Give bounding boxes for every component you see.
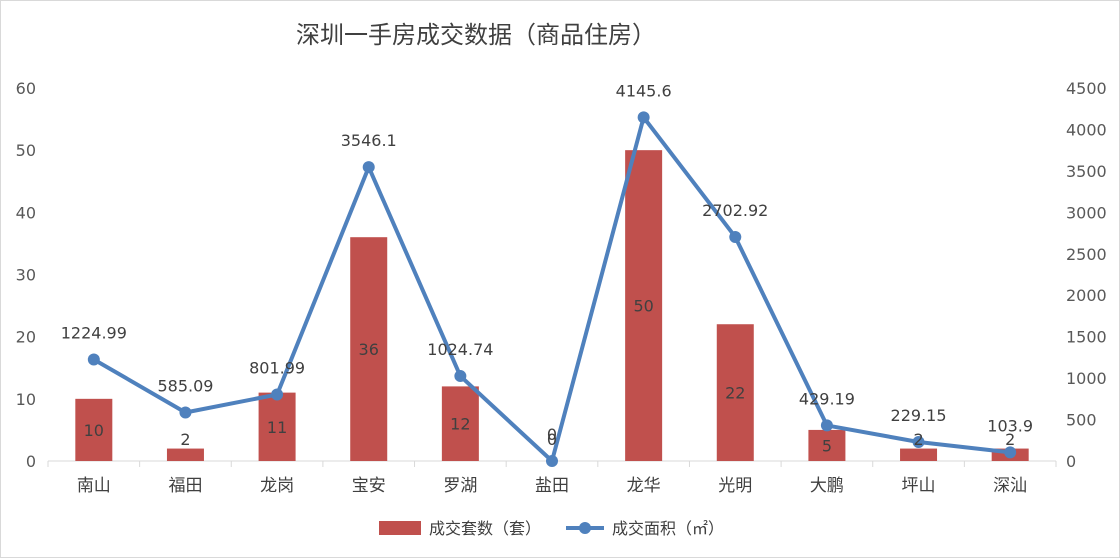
line-marker bbox=[362, 161, 375, 174]
line-marker bbox=[820, 419, 833, 432]
y-left-tick-label: 20 bbox=[16, 328, 36, 347]
bar-data-label: 2 bbox=[1005, 430, 1015, 449]
y-right-tick-label: 2000 bbox=[1066, 286, 1107, 305]
line-data-label: 2702.92 bbox=[702, 201, 768, 220]
x-tick-label: 罗湖 bbox=[443, 476, 477, 496]
line-marker bbox=[912, 436, 925, 449]
line-marker bbox=[546, 455, 558, 467]
line-data-label: 429.19 bbox=[799, 389, 855, 408]
bar-data-label: 5 bbox=[822, 436, 832, 455]
line-data-label: 585.09 bbox=[157, 377, 213, 396]
line-marker bbox=[179, 406, 192, 419]
y-right-tick-label: 3500 bbox=[1066, 162, 1107, 181]
y-left-tick-label: 0 bbox=[26, 452, 36, 471]
bar-data-label: 50 bbox=[633, 297, 653, 316]
y-right-tick-label: 3000 bbox=[1066, 203, 1107, 222]
line-data-label: 4145.6 bbox=[616, 81, 672, 100]
line-marker bbox=[87, 353, 100, 366]
y-left-tick-label: 60 bbox=[16, 79, 36, 98]
bar bbox=[716, 324, 754, 461]
x-tick-label: 龙岗 bbox=[260, 476, 294, 496]
axes: 南山 福田 龙岗 宝安 罗湖 盐田 龙华 光明 大鹏 坪山 深汕010203040506005001… bbox=[16, 79, 1107, 496]
bar-data-label: 0 bbox=[547, 430, 557, 449]
x-tick-label: 坪山 bbox=[902, 476, 936, 496]
x-tick-label: 大鹏 bbox=[810, 476, 844, 496]
x-tick-label: 宝安 bbox=[352, 476, 386, 496]
line-data-label: 1024.74 bbox=[427, 340, 493, 359]
line-marker bbox=[637, 111, 650, 124]
line-series bbox=[87, 111, 1017, 467]
bar bbox=[808, 429, 846, 461]
y-right-tick-label: 1000 bbox=[1066, 369, 1107, 388]
bar-series bbox=[75, 150, 1029, 461]
bar bbox=[75, 398, 113, 461]
y-right-tick-label: 500 bbox=[1066, 411, 1097, 430]
bar bbox=[350, 237, 388, 461]
x-tick-label: 深汕 bbox=[993, 476, 1027, 496]
bar bbox=[258, 392, 296, 461]
y-left-tick-label: 30 bbox=[16, 266, 36, 285]
bar-data-label: 12 bbox=[450, 415, 470, 434]
bar-data-label: 2 bbox=[180, 430, 190, 449]
line-marker bbox=[271, 388, 284, 401]
line-data-label: 229.15 bbox=[891, 406, 947, 425]
y-right-tick-label: 1500 bbox=[1066, 328, 1107, 347]
x-tick-label: 福田 bbox=[168, 476, 202, 496]
line-data-label: 801.99 bbox=[249, 359, 305, 378]
x-tick-label: 盐田 bbox=[535, 476, 569, 496]
bar-data-label: 11 bbox=[267, 418, 287, 437]
legend-swatch-bar bbox=[379, 521, 421, 535]
chart-title: 深圳一手房成交数据（商品住房） bbox=[296, 21, 656, 49]
line-data-label: 3546.1 bbox=[341, 131, 397, 150]
line-path bbox=[92, 115, 1011, 463]
bar-data-label: 36 bbox=[359, 340, 379, 359]
y-right-tick-label: 4500 bbox=[1066, 79, 1107, 98]
y-right-tick-label: 4000 bbox=[1066, 120, 1107, 139]
line-marker bbox=[729, 230, 742, 243]
x-tick-label: 龙华 bbox=[627, 476, 661, 496]
y-right-tick-label: 0 bbox=[1066, 452, 1076, 471]
y-right-tick-label: 2500 bbox=[1066, 245, 1107, 264]
bar bbox=[441, 386, 479, 461]
y-left-tick-label: 40 bbox=[16, 203, 36, 222]
line-data-label: 103.9 bbox=[987, 416, 1033, 435]
y-left-tick-label: 10 bbox=[16, 390, 36, 409]
line-marker bbox=[1004, 446, 1017, 459]
legend-label-line: 成交面积（㎡） bbox=[612, 519, 724, 538]
bar bbox=[166, 448, 204, 461]
bar-data-label: 2 bbox=[913, 430, 923, 449]
line-data-label: 1224.99 bbox=[61, 323, 127, 342]
line-marker bbox=[454, 370, 467, 383]
x-tick-label: 光明 bbox=[718, 476, 752, 496]
bar-data-label: 22 bbox=[725, 384, 745, 403]
x-tick-label: 南山 bbox=[77, 476, 111, 496]
line-data-label: 0 bbox=[547, 425, 557, 444]
legend-label-bar: 成交套数（套） bbox=[429, 519, 541, 538]
y-left-tick-label: 50 bbox=[16, 141, 36, 160]
legend-swatch-marker bbox=[579, 522, 591, 534]
bar bbox=[900, 448, 938, 461]
bar bbox=[625, 150, 663, 461]
bar-data-label: 10 bbox=[84, 421, 104, 440]
legend: 成交套数（套） 成交面积（㎡） bbox=[379, 519, 724, 538]
